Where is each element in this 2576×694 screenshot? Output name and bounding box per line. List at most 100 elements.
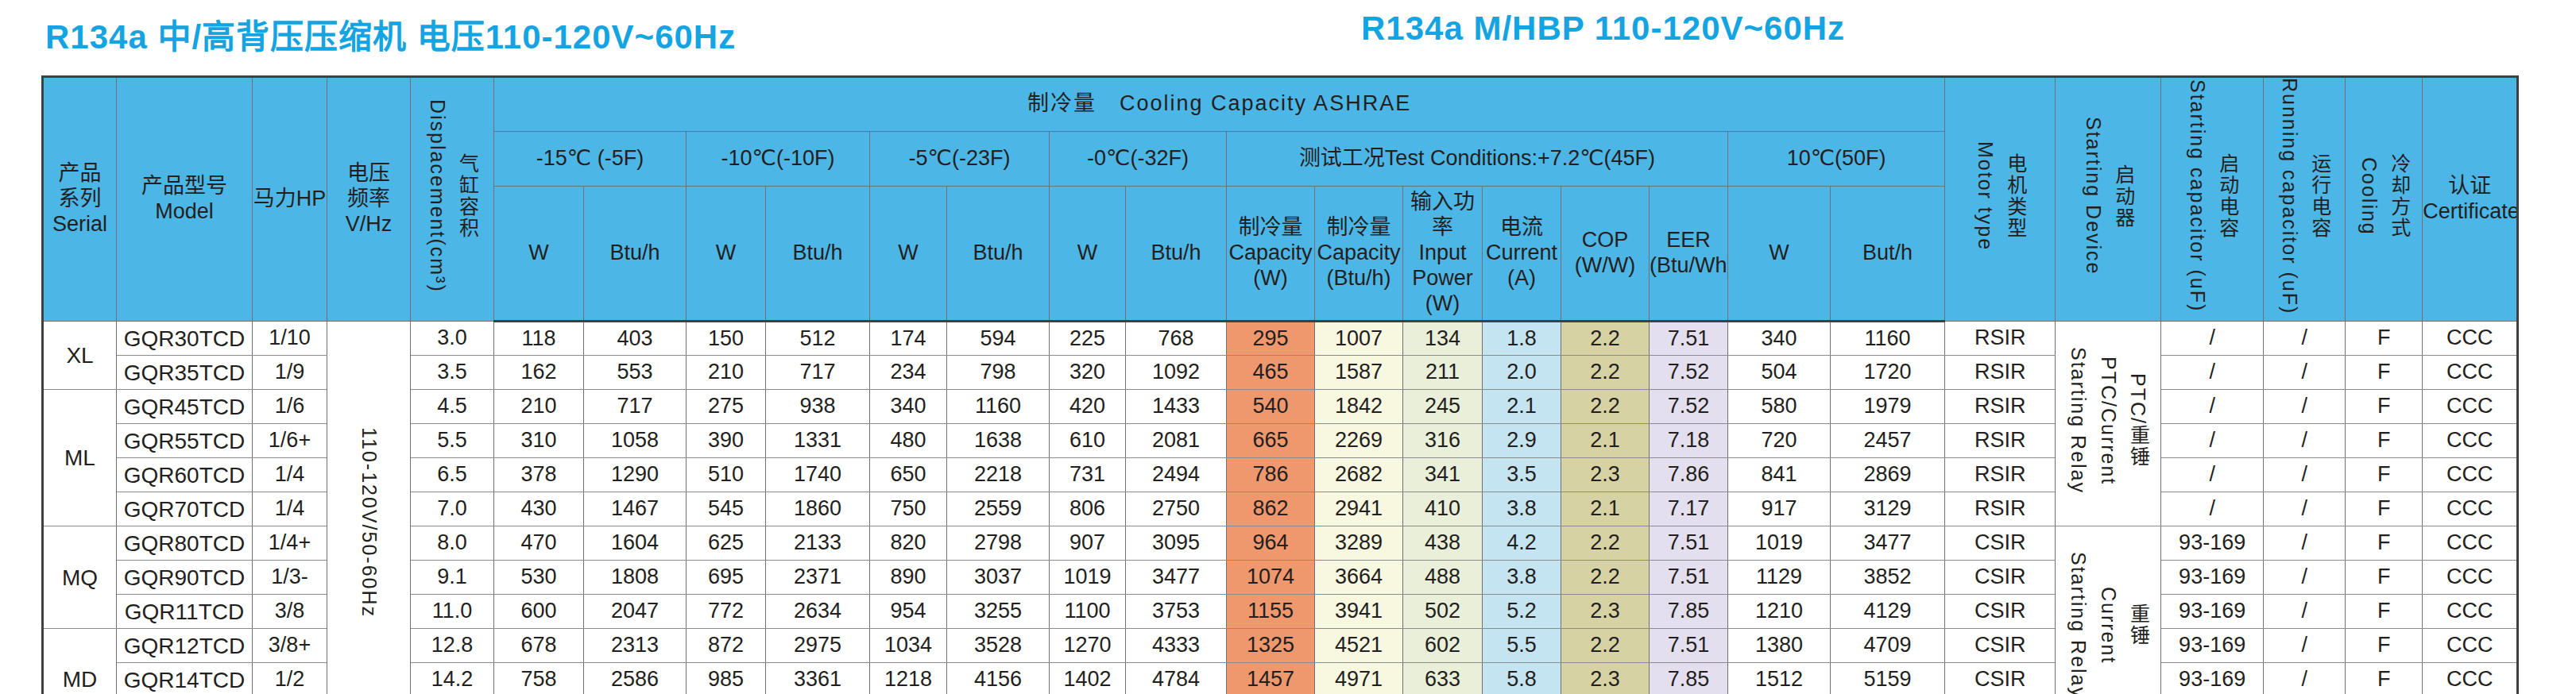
cell-test-condition: 862	[1227, 492, 1315, 526]
cell-cooling-capacity: 150	[687, 322, 766, 356]
cell-test-condition: 7.51	[1650, 526, 1728, 561]
unit-header-capacity-btu: 制冷量 Capacity (Btu/h)	[1315, 187, 1403, 322]
cell-capacity-50f: 1512	[1728, 663, 1831, 694]
cell-test-condition: 2682	[1315, 458, 1403, 492]
col-header-model: 产品型号 Model	[117, 77, 253, 322]
cell-capacity-50f: 3477	[1831, 526, 1945, 561]
cell-test-condition: 211	[1403, 356, 1483, 390]
cell-test-condition: 7.51	[1650, 629, 1728, 663]
cell-cooling-capacity: 2081	[1126, 424, 1227, 458]
cell-running-capacitor: /	[2264, 595, 2346, 629]
cell-capacity-50f: 841	[1728, 458, 1831, 492]
cell-cooling-capacity: 3477	[1126, 561, 1227, 595]
cell-cooling-capacity: 275	[687, 390, 766, 424]
cell-cooling-capacity: 1034	[870, 629, 947, 663]
cell-cooling-type: F	[2346, 322, 2423, 356]
cell-cooling-capacity: 717	[766, 356, 870, 390]
unit-header: Btu/h	[584, 187, 687, 322]
cell-running-capacitor: /	[2264, 424, 2346, 458]
cell-starting-capacitor: /	[2161, 356, 2264, 390]
cell-cooling-capacity: 2559	[947, 492, 1050, 526]
cell-starting-capacitor: 93-169	[2161, 561, 2264, 595]
cell-capacity-50f: 3129	[1831, 492, 1945, 526]
col-header-motor-type: 电机类型 Motor type	[1945, 77, 2056, 322]
cell-cooling-type: F	[2346, 595, 2423, 629]
cell-running-capacitor: /	[2264, 526, 2346, 561]
unit-header-capacity-w: 制冷量 Capacity (W)	[1227, 187, 1315, 322]
cell-cooling-capacity: 954	[870, 595, 947, 629]
cell-test-condition: 2.9	[1483, 424, 1561, 458]
cell-test-condition: 7.17	[1650, 492, 1728, 526]
cell-running-capacitor: /	[2264, 356, 2346, 390]
cell-cooling-capacity: 3361	[766, 663, 870, 694]
cell-test-condition: 7.85	[1650, 595, 1728, 629]
cell-certificate: CCC	[2423, 356, 2518, 390]
cell-cooling-capacity: 890	[870, 561, 947, 595]
col-header-hp: 马力HP	[253, 77, 327, 322]
cell-test-condition: 7.85	[1650, 663, 1728, 694]
cell-cooling-capacity: 772	[687, 595, 766, 629]
col-header-starting-device: 启动器 Starting Device	[2056, 77, 2161, 322]
cell-certificate: CCC	[2423, 663, 2518, 694]
col-header-test-conditions: 测试工况Test Conditions:+7.2℃(45F)	[1227, 131, 1728, 187]
col-header-cooling: 冷却方式 Cooling	[2346, 77, 2423, 322]
cell-test-condition: 2.2	[1561, 629, 1650, 663]
cell-cooling-capacity: 3528	[947, 629, 1050, 663]
unit-header-cop: COP (W/W)	[1561, 187, 1650, 322]
cell-capacity-50f: 4709	[1831, 629, 1945, 663]
cell-cooling-capacity: 594	[947, 322, 1050, 356]
cell-cooling-capacity: 768	[1126, 322, 1227, 356]
cell-test-condition: 3.5	[1483, 458, 1561, 492]
cell-motor-type: RSIR	[1945, 390, 2056, 424]
col-header-minus10: -10℃(-10F)	[687, 131, 870, 187]
cell-test-condition: 438	[1403, 526, 1483, 561]
cell-cooling-capacity: 480	[870, 424, 947, 458]
cell-test-condition: 665	[1227, 424, 1315, 458]
cell-capacity-50f: 1380	[1728, 629, 1831, 663]
unit-header: Btu/h	[947, 187, 1050, 322]
cell-cooling-capacity: 650	[870, 458, 947, 492]
cell-cooling-capacity: 1058	[584, 424, 687, 458]
cell-model: GQR70TCD	[117, 492, 253, 526]
cell-test-condition: 341	[1403, 458, 1483, 492]
cell-motor-type: CSIR	[1945, 663, 2056, 694]
cell-cooling-type: F	[2346, 663, 2423, 694]
cell-cooling-type: F	[2346, 561, 2423, 595]
cell-capacity-50f: 340	[1728, 322, 1831, 356]
cell-test-condition: 2269	[1315, 424, 1403, 458]
cell-test-condition: 2.2	[1561, 561, 1650, 595]
col-header-minus15: -15℃ (-5F)	[494, 131, 687, 187]
cell-model: GQR45TCD	[117, 390, 253, 424]
cell-cooling-type: F	[2346, 492, 2423, 526]
cell-starting-device-vertical-text: PTC/重锤 PTC/Current Starting Relay	[2064, 347, 2153, 494]
cell-cooling-capacity: 1092	[1126, 356, 1227, 390]
cell-test-condition: 602	[1403, 629, 1483, 663]
cell-test-condition: 4971	[1315, 663, 1403, 694]
cell-test-condition: 2.3	[1561, 595, 1650, 629]
col-header-serial: 产品 系列 Serial	[43, 77, 117, 322]
cell-test-condition: 1155	[1227, 595, 1315, 629]
cell-cooling-capacity: 1290	[584, 458, 687, 492]
cell-motor-type: RSIR	[1945, 424, 2056, 458]
running-capacitor-vertical-label: 运行电容 Running capacitor (uF)	[2275, 78, 2334, 314]
cell-test-condition: 7.18	[1650, 424, 1728, 458]
cell-cooling-capacity: 717	[584, 390, 687, 424]
cell-model: GQR35TCD	[117, 356, 253, 390]
cell-cooling-type: F	[2346, 356, 2423, 390]
cell-starting-device: PTC/重锤 PTC/Current Starting Relay	[2056, 322, 2161, 526]
starting-device-vertical-label: 启动器 Starting Device	[2079, 117, 2138, 276]
cell-test-condition: 1587	[1315, 356, 1403, 390]
cell-cooling-capacity: 420	[1050, 390, 1126, 424]
cell-starting-device: 重锤 Current Starting Relay	[2056, 526, 2161, 694]
cell-cooling-type: F	[2346, 526, 2423, 561]
cell-test-condition: 245	[1403, 390, 1483, 424]
cell-capacity-50f: 1129	[1728, 561, 1831, 595]
cell-cooling-capacity: 545	[687, 492, 766, 526]
cell-test-condition: 410	[1403, 492, 1483, 526]
cell-cooling-capacity: 512	[766, 322, 870, 356]
cell-horsepower: 1/4+	[253, 526, 327, 561]
cell-cooling-capacity: 3095	[1126, 526, 1227, 561]
cell-certificate: CCC	[2423, 526, 2518, 561]
cell-cooling-capacity: 2750	[1126, 492, 1227, 526]
unit-header: W	[494, 187, 584, 322]
